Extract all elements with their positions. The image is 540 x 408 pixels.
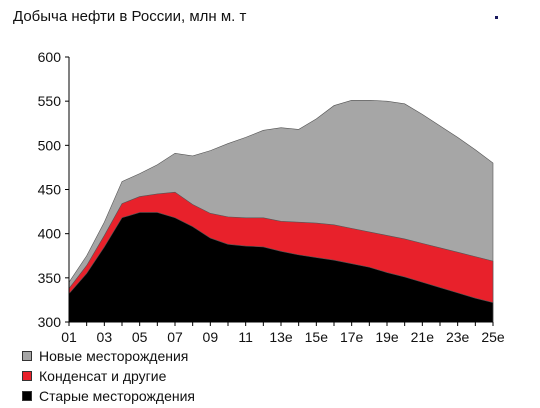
area-old-fields [68,212,494,323]
corner-dot [495,16,498,19]
y-tick-label-350: 350 [38,270,62,286]
legend-label-condensate: Конденсат и другие [39,368,167,384]
y-tick-label-500: 500 [38,137,62,153]
x-tick-label-13e: 13e [269,329,293,345]
chart-plot: 300 350 400 450 500 550 600 01 03 05 07 09 11 13e 15e 1… [38,49,505,345]
x-tick-label-01: 01 [61,329,77,345]
y-tick-label-550: 550 [38,93,62,109]
x-tick-label-19e: 19e [375,329,399,345]
x-tick-label-23e: 23e [446,329,470,345]
x-tick-label-03: 03 [97,329,113,345]
y-tick-label-400: 400 [38,226,62,242]
legend: Новые месторождения Конденсат и другие С… [22,346,195,406]
legend-label-new-fields: Новые месторождения [39,348,189,364]
x-tick-label-05: 05 [132,329,148,345]
x-tick-label-15e: 15e [305,329,329,345]
legend-item-condensate: Конденсат и другие [22,366,195,386]
legend-item-old-fields: Старые месторождения [22,386,195,406]
legend-swatch-new-fields [22,351,32,361]
x-tick-label-17e: 17e [340,329,364,345]
x-tick-label-11: 11 [238,329,253,345]
x-tick-label-09: 09 [203,329,219,345]
chart-title: Добыча нефти в России, млн м. т [13,8,247,25]
legend-item-new-fields: Новые месторождения [22,346,195,366]
legend-swatch-condensate [22,371,32,381]
x-tick-label-21e: 21e [411,329,435,345]
legend-label-old-fields: Старые месторождения [39,388,195,404]
y-tick-label-450: 450 [38,182,62,198]
y-tick-label-600: 600 [38,49,62,65]
x-tick-label-25e: 25e [481,329,505,345]
legend-swatch-old-fields [22,391,32,401]
x-tick-label-07: 07 [167,329,183,345]
y-tick-label-300: 300 [38,314,62,330]
